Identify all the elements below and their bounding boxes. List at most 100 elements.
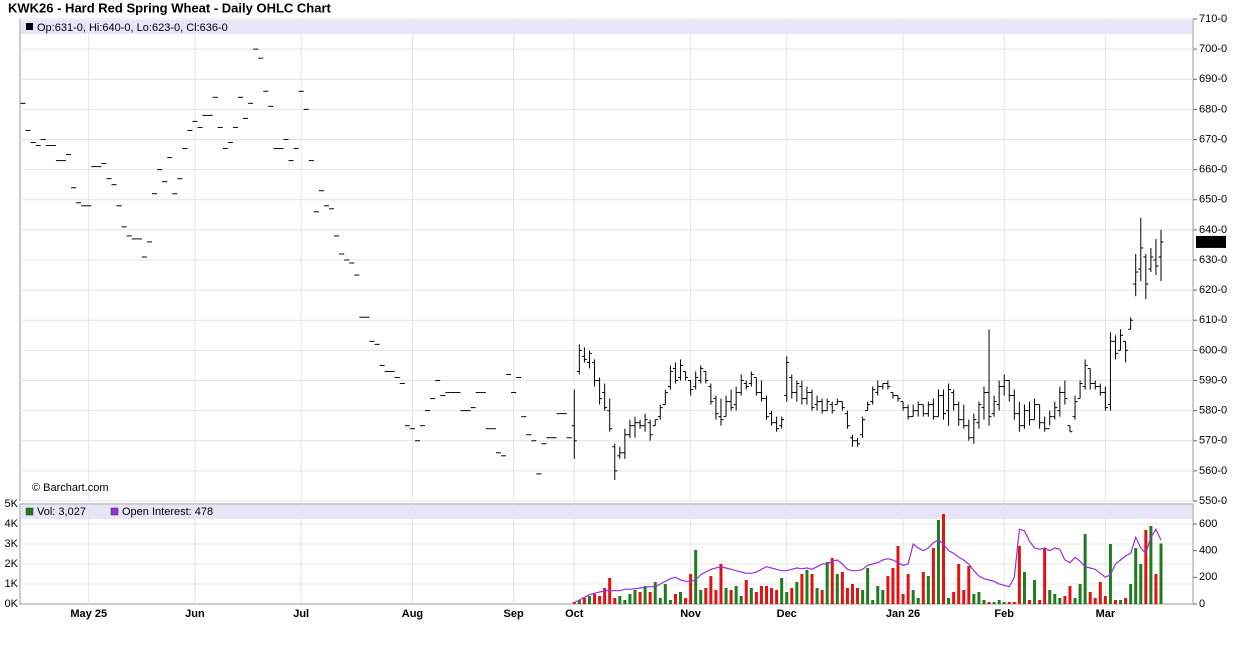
y-tick-label: 590-0	[1199, 374, 1227, 386]
marks: 636-0 Vol: 3,027 Open Interest: 478	[20, 48, 1226, 604]
volume-bar	[663, 584, 667, 604]
volume-bar	[775, 590, 779, 604]
volume-bar	[679, 592, 683, 604]
volume-bar	[1154, 574, 1158, 604]
volume-bar	[623, 600, 627, 604]
volume-bar	[987, 602, 991, 604]
y-tick-label: 570-0	[1199, 435, 1227, 447]
volume-bar	[719, 564, 723, 604]
y-tick-label: 0K	[5, 598, 19, 610]
volume-bar	[780, 578, 784, 604]
volume-bar	[1159, 543, 1163, 604]
y-tick-label: 640-0	[1199, 224, 1227, 236]
volume-bar	[1139, 564, 1143, 604]
volume-bar	[709, 576, 713, 604]
volume-bar	[820, 590, 824, 604]
volume-bar	[1007, 602, 1011, 604]
volume-bar	[947, 598, 951, 604]
y-tick-label: 580-0	[1199, 405, 1227, 417]
volume-pane	[19, 503, 1194, 605]
volume-bar	[1093, 598, 1097, 604]
volume-bar	[734, 586, 738, 604]
volume-bar	[699, 590, 703, 604]
y2-tick-label: 0	[1199, 598, 1205, 610]
volume-bar	[633, 590, 637, 604]
volume-bar	[577, 600, 581, 604]
x-tick-label: Nov	[680, 608, 702, 620]
volume-bar	[825, 562, 829, 604]
volume-bar	[749, 588, 753, 604]
y-tick-label: 670-0	[1199, 133, 1227, 145]
volume-bar	[785, 592, 789, 604]
volume-bar	[694, 550, 698, 604]
volume-bar	[972, 594, 976, 604]
legend-strip	[21, 20, 1192, 34]
volume-bar	[724, 588, 728, 604]
volume-bar	[861, 590, 865, 604]
volume-bar	[1083, 534, 1087, 604]
volume-bar	[926, 576, 930, 604]
volume-bar	[643, 586, 647, 604]
volume-bar	[754, 592, 758, 604]
open-interest-line	[574, 528, 1162, 604]
volume-bar	[896, 546, 900, 604]
x-tick-label: May 25	[70, 608, 107, 620]
chart-title: KWK26 - Hard Red Spring Wheat - Daily OH…	[8, 0, 332, 15]
volume-bar	[1073, 598, 1077, 604]
volume-bar	[835, 574, 839, 604]
volume-bar	[962, 590, 966, 604]
volume-bar	[1078, 584, 1082, 604]
volume-bar	[795, 582, 799, 604]
y-tick-label: 5K	[5, 498, 19, 510]
volume-bar	[957, 564, 961, 604]
volume-bar	[658, 598, 662, 604]
volume-bar	[714, 590, 718, 604]
volume-bar	[613, 598, 617, 604]
volume-bar	[770, 588, 774, 604]
y2-tick-label: 400	[1199, 545, 1217, 557]
volume-bar	[1119, 600, 1123, 604]
volume-bar	[572, 602, 576, 604]
volume-bar	[764, 586, 768, 604]
volume-bar	[790, 588, 794, 604]
volume-bar	[638, 592, 642, 604]
volume-bar	[1012, 602, 1016, 604]
volume-bar	[982, 600, 986, 604]
volume-bar	[886, 576, 890, 604]
volume-bar	[921, 572, 925, 604]
volume-bar	[967, 566, 971, 604]
volume-bar	[689, 574, 693, 604]
volume-bar	[582, 598, 586, 604]
x-tick-label: Dec	[777, 608, 797, 620]
y-tick-label: 610-0	[1199, 314, 1227, 326]
y-tick-label: 1K	[5, 578, 19, 590]
volume-bar	[830, 558, 834, 604]
volume-bar	[805, 570, 809, 604]
y-tick-label: 650-0	[1199, 194, 1227, 206]
x-tick-label: Jan 26	[886, 608, 920, 620]
volume-bar	[1002, 602, 1006, 604]
volume-bar	[653, 582, 657, 604]
y2-tick-label: 200	[1199, 571, 1217, 583]
x-tick-label: Jun	[185, 608, 205, 620]
y-tick-label: 710-0	[1199, 13, 1227, 25]
volume-bar	[840, 572, 844, 604]
volume-bar	[729, 590, 733, 604]
volume-bar	[952, 592, 956, 604]
legend-text: Op:631-0, Hi:640-0, Lo:623-0, Cl:636-0	[37, 22, 228, 34]
volume-bar	[906, 574, 910, 604]
legend-label: Vol: 3,027	[37, 506, 86, 518]
x-tick-label: Feb	[994, 608, 1014, 620]
y-tick-label: 690-0	[1199, 73, 1227, 85]
y-tick-label: 620-0	[1199, 284, 1227, 296]
x-tick-label: Oct	[565, 608, 584, 620]
last-price-label: 636-0	[1198, 236, 1226, 248]
y-tick-label: 2K	[5, 558, 19, 570]
volume-bar	[1063, 596, 1067, 604]
x-tick-label: Jul	[293, 608, 309, 620]
volume-bar	[1103, 596, 1107, 604]
volume-bar	[1033, 580, 1037, 604]
volume-bar	[931, 548, 935, 604]
volume-bar	[1068, 586, 1072, 604]
